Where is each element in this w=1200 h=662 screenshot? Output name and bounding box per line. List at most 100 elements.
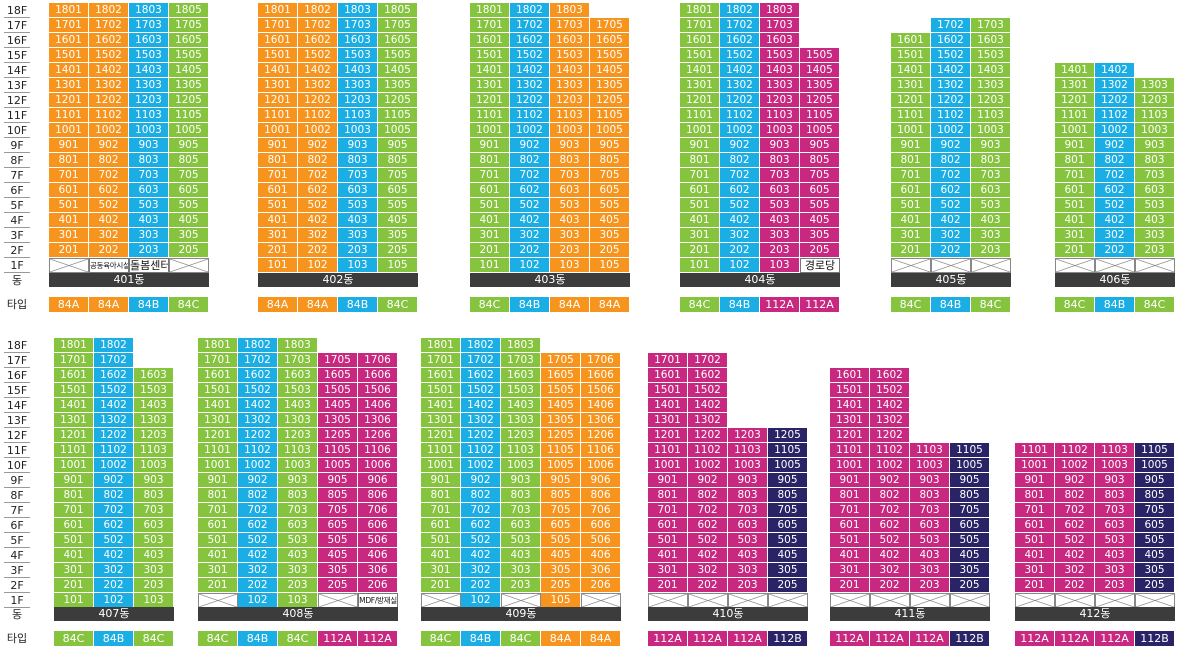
unit-cell[interactable]: 1205 [768, 428, 808, 443]
unit-cell[interactable]: 501 [258, 198, 298, 213]
unit-cell[interactable]: 405 [378, 213, 418, 228]
unit-cell[interactable]: 503 [971, 198, 1011, 213]
unit-cell[interactable]: 1105 [318, 443, 358, 458]
unit-cell[interactable]: 505 [378, 198, 418, 213]
unit-cell[interactable]: 1201 [891, 93, 931, 108]
unit-cell[interactable]: 203 [338, 243, 378, 258]
unit-cell[interactable]: 905 [590, 138, 630, 153]
unit-cell[interactable]: 702 [89, 168, 129, 183]
unit-cell[interactable]: 902 [94, 473, 134, 488]
unit-cell[interactable]: 901 [1015, 473, 1055, 488]
unit-cell[interactable]: 1203 [501, 428, 541, 443]
unit-cell[interactable]: 1402 [720, 63, 760, 78]
unit-cell[interactable]: 405 [318, 548, 358, 563]
unit-cell[interactable]: 703 [501, 503, 541, 518]
unit-cell[interactable]: 502 [931, 198, 971, 213]
unit-cell[interactable]: 1502 [870, 383, 910, 398]
unit-cell[interactable]: 1403 [278, 398, 318, 413]
unit-cell[interactable]: 1105 [169, 108, 209, 123]
unit-cell[interactable]: 1502 [238, 383, 278, 398]
unit-cell[interactable]: 701 [470, 168, 510, 183]
unit-cell[interactable]: 1702 [720, 18, 760, 33]
unit-cell[interactable]: 402 [89, 213, 129, 228]
unit-cell[interactable]: 403 [910, 548, 950, 563]
unit-cell[interactable]: 303 [971, 228, 1011, 243]
unit-cell[interactable]: 701 [1015, 503, 1055, 518]
unit-cell[interactable]: 1403 [971, 63, 1011, 78]
unit-cell[interactable]: 201 [891, 243, 931, 258]
unit-cell[interactable]: 203 [971, 243, 1011, 258]
unit-cell[interactable]: 1002 [298, 123, 338, 138]
unit-cell[interactable]: 401 [54, 548, 94, 563]
unit-cell[interactable]: 603 [501, 518, 541, 533]
unit-cell[interactable]: 805 [950, 488, 990, 503]
unit-cell[interactable]: 1201 [830, 428, 870, 443]
unit-cell[interactable]: 602 [89, 183, 129, 198]
unit-cell[interactable]: 503 [134, 533, 174, 548]
unit-cell[interactable]: 203 [501, 578, 541, 593]
unit-cell[interactable]: 1005 [950, 458, 990, 473]
unit-cell[interactable]: 1006 [358, 458, 398, 473]
unit-cell[interactable]: 801 [54, 488, 94, 503]
unit-cell[interactable]: 802 [298, 153, 338, 168]
unit-cell[interactable]: 101 [680, 258, 720, 273]
unit-cell[interactable]: 405 [541, 548, 581, 563]
unit-cell[interactable]: 302 [688, 563, 728, 578]
unit-cell[interactable]: 202 [238, 578, 278, 593]
unit-cell[interactable]: 303 [129, 228, 169, 243]
unit-cell[interactable]: 1402 [510, 63, 550, 78]
unit-cell[interactable]: 101 [258, 258, 298, 273]
unit-cell[interactable]: 1801 [198, 338, 238, 353]
unit-cell[interactable]: 1701 [258, 18, 298, 33]
unit-cell[interactable]: 402 [931, 213, 971, 228]
unit-cell[interactable]: 1001 [891, 123, 931, 138]
unit-cell[interactable]: 1403 [134, 398, 174, 413]
unit-cell[interactable]: 1405 [590, 63, 630, 78]
unit-cell[interactable]: 1805 [378, 3, 418, 18]
unit-cell[interactable]: 1503 [278, 383, 318, 398]
unit-cell[interactable]: 301 [421, 563, 461, 578]
unit-cell[interactable]: 702 [461, 503, 501, 518]
unit-cell[interactable]: 201 [258, 243, 298, 258]
unit-cell[interactable]: 1305 [590, 78, 630, 93]
unit-cell[interactable]: 803 [728, 488, 768, 503]
unit-cell[interactable]: 201 [198, 578, 238, 593]
unit-cell[interactable]: 1501 [421, 383, 461, 398]
unit-cell[interactable]: 1302 [720, 78, 760, 93]
unit-cell[interactable]: 903 [134, 473, 174, 488]
unit-cell[interactable]: 602 [461, 518, 501, 533]
unit-cell[interactable]: 401 [830, 548, 870, 563]
unit-cell[interactable]: 1001 [830, 458, 870, 473]
unit-cell[interactable]: 1105 [1135, 443, 1175, 458]
unit-cell[interactable]: 1203 [1135, 93, 1175, 108]
unit-cell[interactable]: 1501 [648, 383, 688, 398]
unit-cell[interactable]: 901 [470, 138, 510, 153]
unit-cell[interactable]: 601 [1055, 183, 1095, 198]
unit-cell[interactable]: 805 [800, 153, 840, 168]
unit-cell[interactable]: 1302 [931, 78, 971, 93]
unit-cell[interactable]: 705 [800, 168, 840, 183]
unit-cell[interactable]: 806 [581, 488, 621, 503]
unit-cell[interactable]: 503 [728, 533, 768, 548]
unit-cell[interactable]: 1502 [510, 48, 550, 63]
unit-cell[interactable]: 1103 [129, 108, 169, 123]
unit-cell[interactable]: 1303 [134, 413, 174, 428]
unit-cell[interactable]: 1202 [461, 428, 501, 443]
unit-cell[interactable]: 502 [238, 533, 278, 548]
unit-cell[interactable]: 902 [688, 473, 728, 488]
unit-cell[interactable]: 303 [134, 563, 174, 578]
unit-cell[interactable]: 301 [680, 228, 720, 243]
unit-cell[interactable]: 603 [971, 183, 1011, 198]
unit-cell[interactable]: 906 [581, 473, 621, 488]
unit-cell[interactable]: 1502 [298, 48, 338, 63]
unit-cell[interactable]: 502 [298, 198, 338, 213]
unit-cell[interactable]: 805 [590, 153, 630, 168]
unit-cell[interactable]: 1001 [470, 123, 510, 138]
unit-cell[interactable]: 1105 [950, 443, 990, 458]
unit-cell[interactable]: 602 [870, 518, 910, 533]
unit-cell[interactable]: 1001 [258, 123, 298, 138]
unit-cell[interactable]: 505 [318, 533, 358, 548]
unit-cell[interactable]: 1505 [378, 48, 418, 63]
unit-cell[interactable]: 505 [590, 198, 630, 213]
unit-cell[interactable]: 1503 [134, 383, 174, 398]
